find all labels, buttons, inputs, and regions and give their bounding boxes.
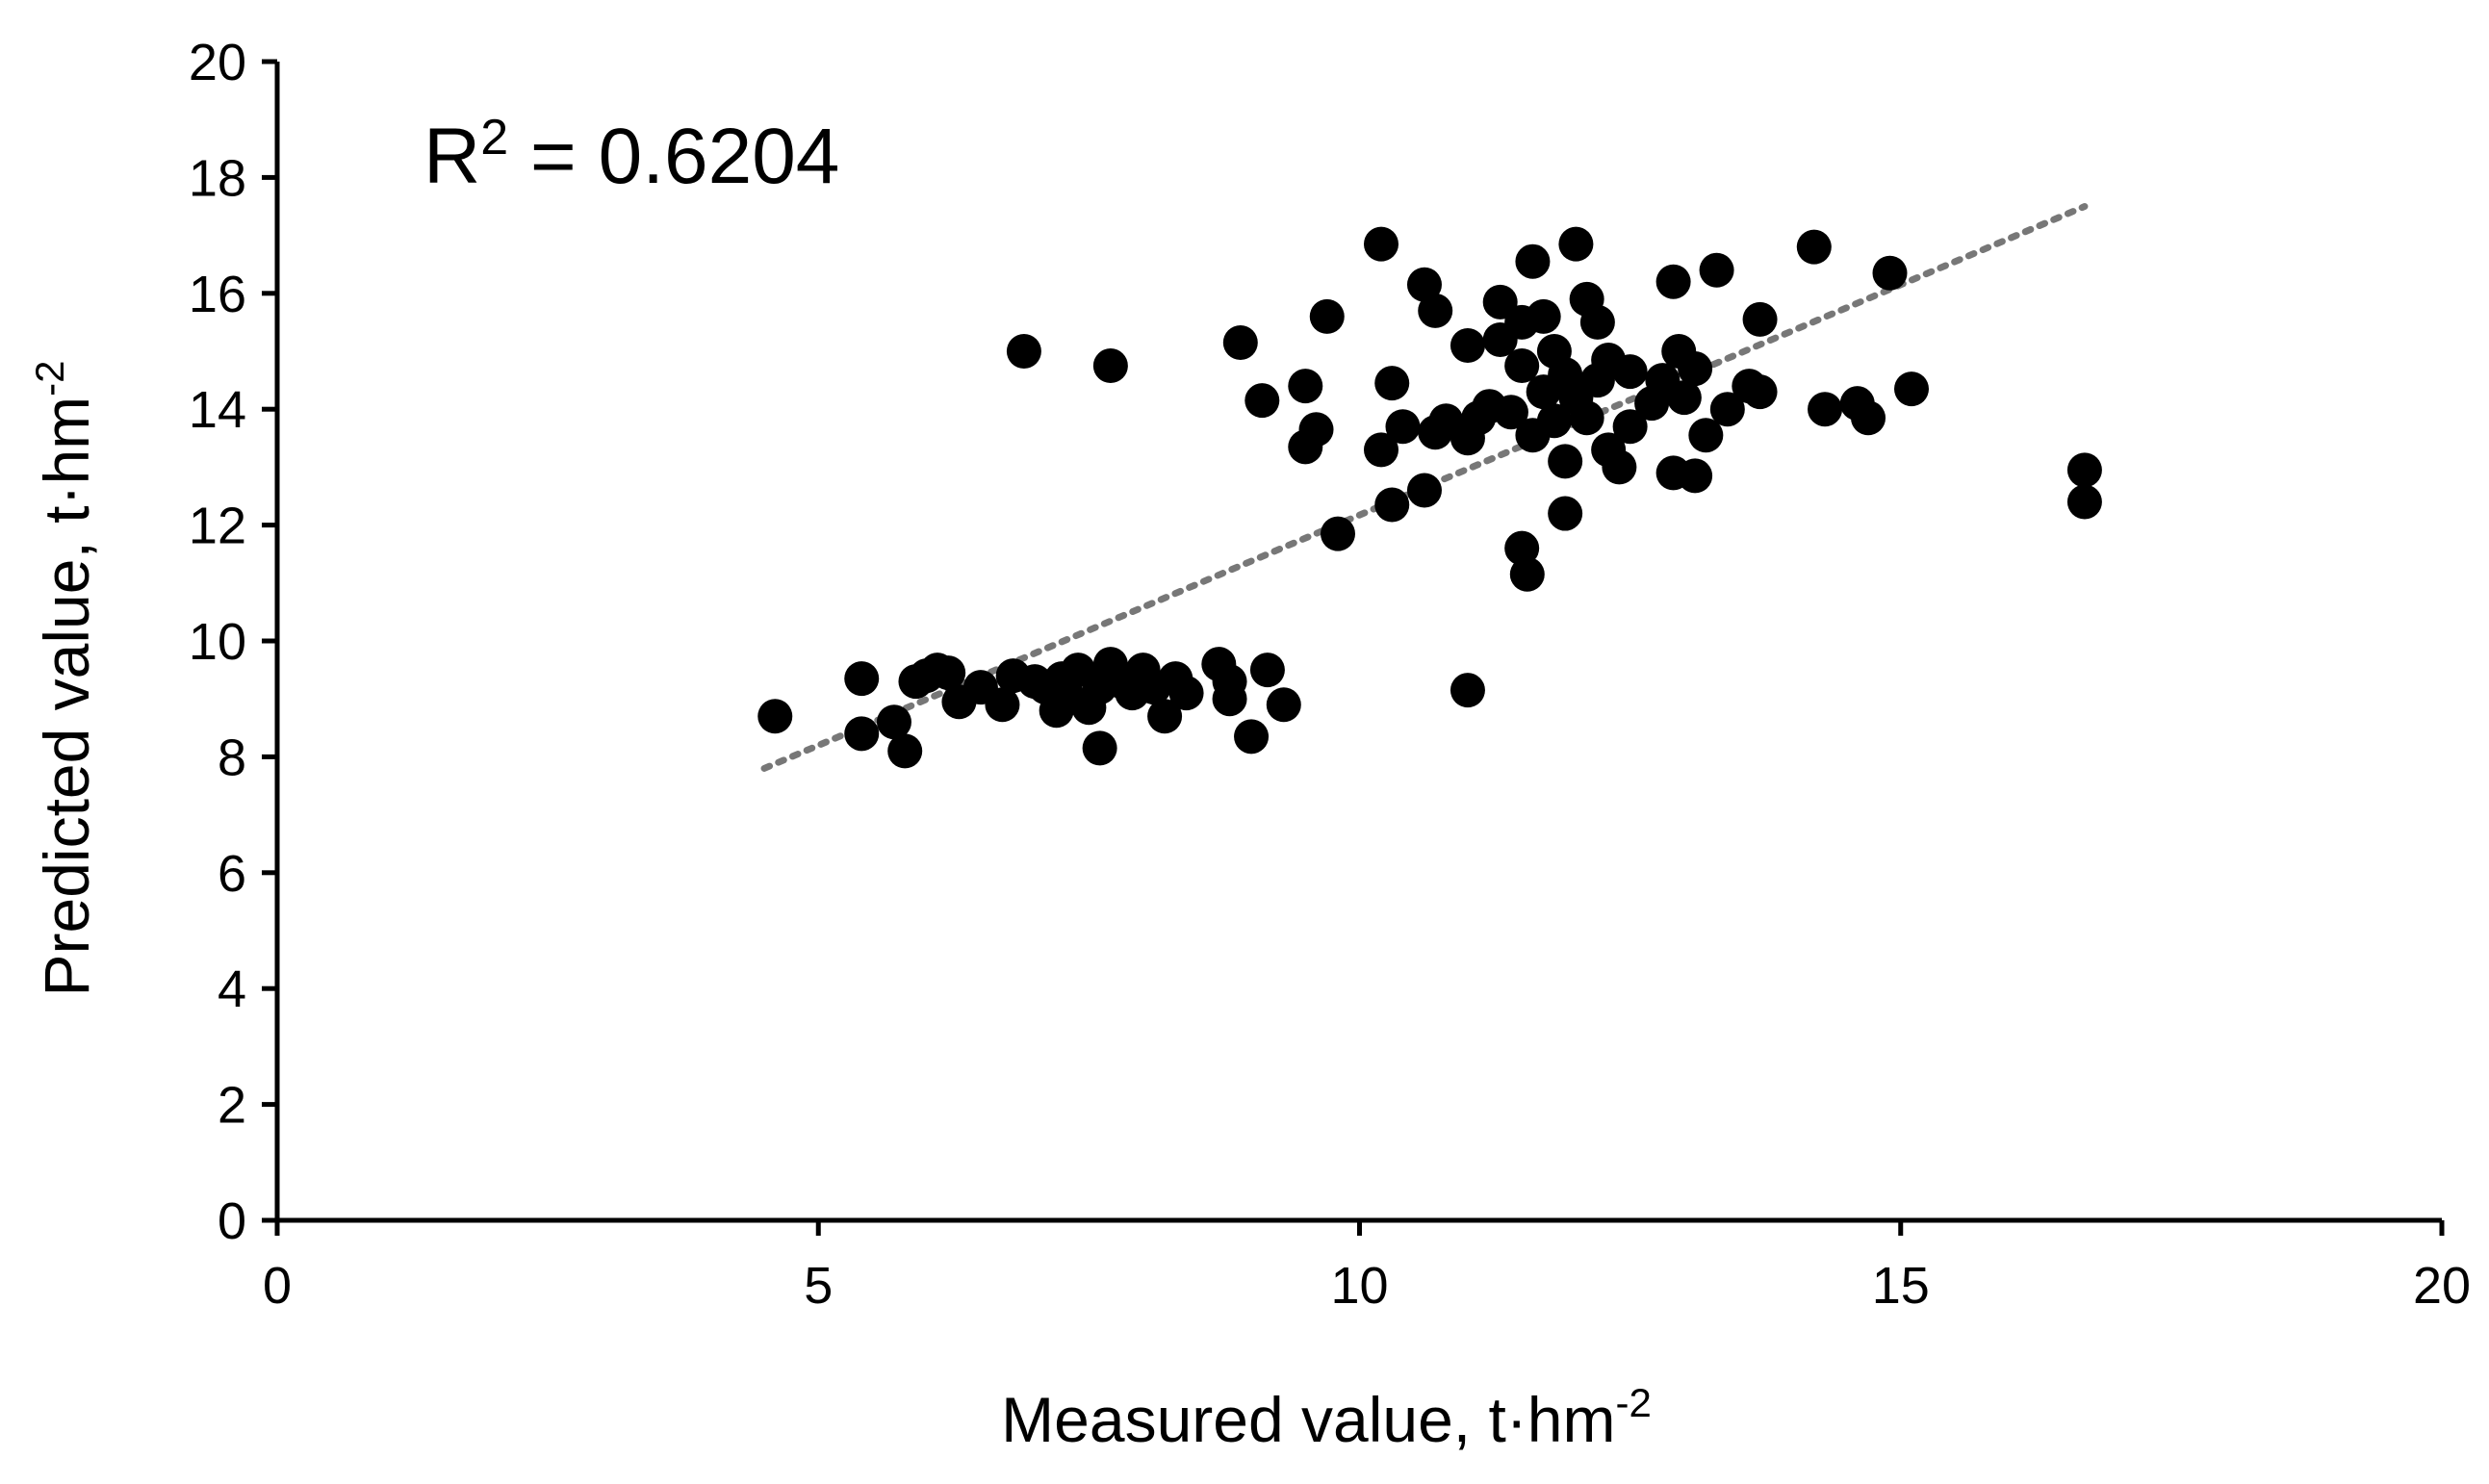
data-point (1709, 392, 1745, 427)
data-point (1526, 298, 1561, 334)
data-point (1536, 403, 1572, 439)
y-tick-label: 12 (189, 498, 246, 555)
data-point (1678, 351, 1713, 387)
data-point (1655, 264, 1691, 299)
data-point (1569, 400, 1604, 436)
data-point (844, 716, 880, 752)
data-point (931, 655, 966, 691)
data-point (985, 687, 1020, 723)
data-point (1612, 354, 1648, 390)
y-tick-label: 14 (189, 381, 246, 439)
data-point (887, 733, 923, 769)
y-tick-label: 4 (218, 960, 246, 1018)
plot-area (274, 62, 2442, 1223)
data-point (1796, 229, 1832, 265)
data-point (1406, 473, 1442, 508)
data-point (1482, 284, 1518, 320)
data-point (1666, 380, 1702, 416)
data-point (1548, 496, 1583, 531)
data-point (1092, 348, 1128, 384)
axis-ticks: 0 2 4 6 8 10 12 14 16 18 20 0 5 10 15 20 (189, 34, 2471, 1315)
data-point (1548, 444, 1583, 479)
data-point (1321, 516, 1356, 551)
data-point (1515, 243, 1551, 279)
data-point (1688, 418, 1724, 453)
data-point (1602, 449, 1637, 485)
data-point (1504, 530, 1540, 566)
x-axis-title: Measured value, t·hm-2 (1001, 1380, 1652, 1455)
y-tick-label: 10 (189, 613, 246, 671)
y-tick-label: 0 (218, 1192, 246, 1250)
x-tick-label: 5 (804, 1257, 833, 1315)
data-point (1851, 400, 1886, 436)
data-point (1504, 348, 1540, 384)
data-point (1493, 395, 1528, 430)
data-point (2066, 484, 2102, 520)
data-point (1450, 327, 1485, 363)
data-point (1374, 487, 1410, 523)
data-point (1298, 412, 1334, 448)
data-point (1612, 409, 1648, 445)
data-point (1385, 409, 1421, 445)
data-point (1363, 226, 1398, 262)
data-point (1147, 699, 1183, 734)
y-tick-label: 20 (189, 34, 246, 91)
data-point (1363, 432, 1398, 468)
data-point (1244, 383, 1280, 419)
y-tick-label: 6 (218, 845, 246, 903)
data-point (1418, 293, 1453, 328)
data-point (1249, 652, 1285, 688)
data-point (1266, 687, 1301, 723)
x-tick-label: 10 (1330, 1257, 1388, 1315)
data-point (1374, 366, 1410, 401)
y-tick-label: 8 (218, 729, 246, 786)
y-tick-label: 18 (189, 149, 246, 207)
y-tick-label: 16 (189, 266, 246, 323)
data-point (1579, 304, 1615, 340)
data-point (757, 699, 793, 734)
x-tick-label: 20 (2413, 1257, 2471, 1315)
data-point (1872, 255, 1908, 291)
data-point (1678, 458, 1713, 494)
data-point (1509, 556, 1545, 592)
data-point (2066, 452, 2102, 488)
y-tick-label: 2 (218, 1077, 246, 1135)
data-point (1082, 730, 1117, 766)
data-point (1288, 369, 1323, 404)
data-point (1222, 324, 1258, 360)
data-point (1406, 267, 1442, 302)
data-point (1742, 301, 1778, 337)
data-point (1893, 371, 1929, 407)
data-point (876, 704, 911, 740)
data-point (844, 661, 880, 697)
data-point (1558, 226, 1594, 262)
x-tick-label: 0 (263, 1257, 292, 1315)
data-point (1808, 392, 1843, 427)
r-squared-annotation: R2 = 0.6204 (423, 110, 839, 200)
data-point (1006, 334, 1041, 369)
data-point (1699, 252, 1734, 288)
data-point (1450, 673, 1485, 708)
data-point (1309, 298, 1345, 334)
y-axis-title: Predicted value, t·hm-2 (27, 361, 102, 997)
data-point (1234, 719, 1270, 755)
data-point (1212, 664, 1247, 700)
data-points (757, 226, 2102, 769)
x-tick-label: 15 (1872, 1257, 1930, 1315)
data-point (1168, 676, 1204, 711)
data-point (1742, 374, 1778, 410)
